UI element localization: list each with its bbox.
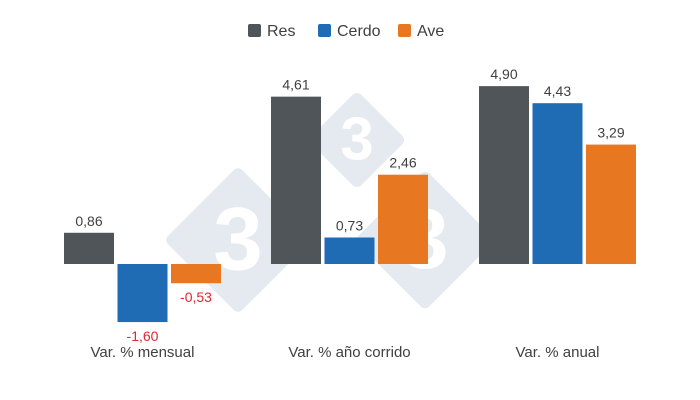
data-label: 3,29 — [597, 125, 624, 141]
data-label: 2,46 — [389, 155, 416, 171]
category-labels: Var. % mensual Var. % año corrido Var. % a… — [91, 344, 600, 361]
legend-item: Cerdo — [318, 23, 381, 40]
legend-swatch — [398, 24, 411, 37]
legend-swatch — [318, 24, 331, 37]
data-label: -1,60 — [127, 328, 159, 344]
legend-swatch — [248, 24, 261, 37]
legend-label: Ave — [417, 23, 444, 40]
bar — [64, 232, 114, 264]
data-label: 0,73 — [336, 218, 363, 234]
data-label: 4,61 — [282, 77, 309, 93]
legend-label: Cerdo — [337, 23, 381, 40]
watermark-diamond: 3 — [309, 92, 405, 188]
category-label: Var. % mensual — [91, 344, 195, 361]
bar — [479, 86, 529, 264]
bar — [117, 264, 168, 323]
legend-item: Res — [248, 23, 295, 40]
watermark-digit: 3 — [340, 106, 373, 173]
data-label: -0,53 — [180, 289, 212, 305]
legend-item: Ave — [398, 23, 444, 40]
data-label: 4,90 — [490, 66, 517, 82]
value-labels: 0,86 -1,60 -0,53 4,61 0,73 2,46 4,90 4,43 3,29 — [75, 66, 624, 344]
bar — [271, 96, 321, 264]
data-label: 4,43 — [544, 83, 571, 99]
bar — [586, 144, 636, 264]
legend: Res Cerdo Ave — [248, 23, 444, 40]
bar — [324, 237, 375, 264]
legend-label: Res — [267, 23, 295, 40]
category-label: Var. % anual — [516, 344, 600, 361]
bar — [378, 174, 428, 264]
data-label: 0,86 — [75, 213, 102, 229]
bar — [171, 264, 221, 284]
category-label: Var. % año corrido — [288, 344, 410, 361]
watermark-digit: 3 — [213, 188, 263, 288]
bars — [64, 86, 636, 323]
bar — [532, 103, 583, 264]
